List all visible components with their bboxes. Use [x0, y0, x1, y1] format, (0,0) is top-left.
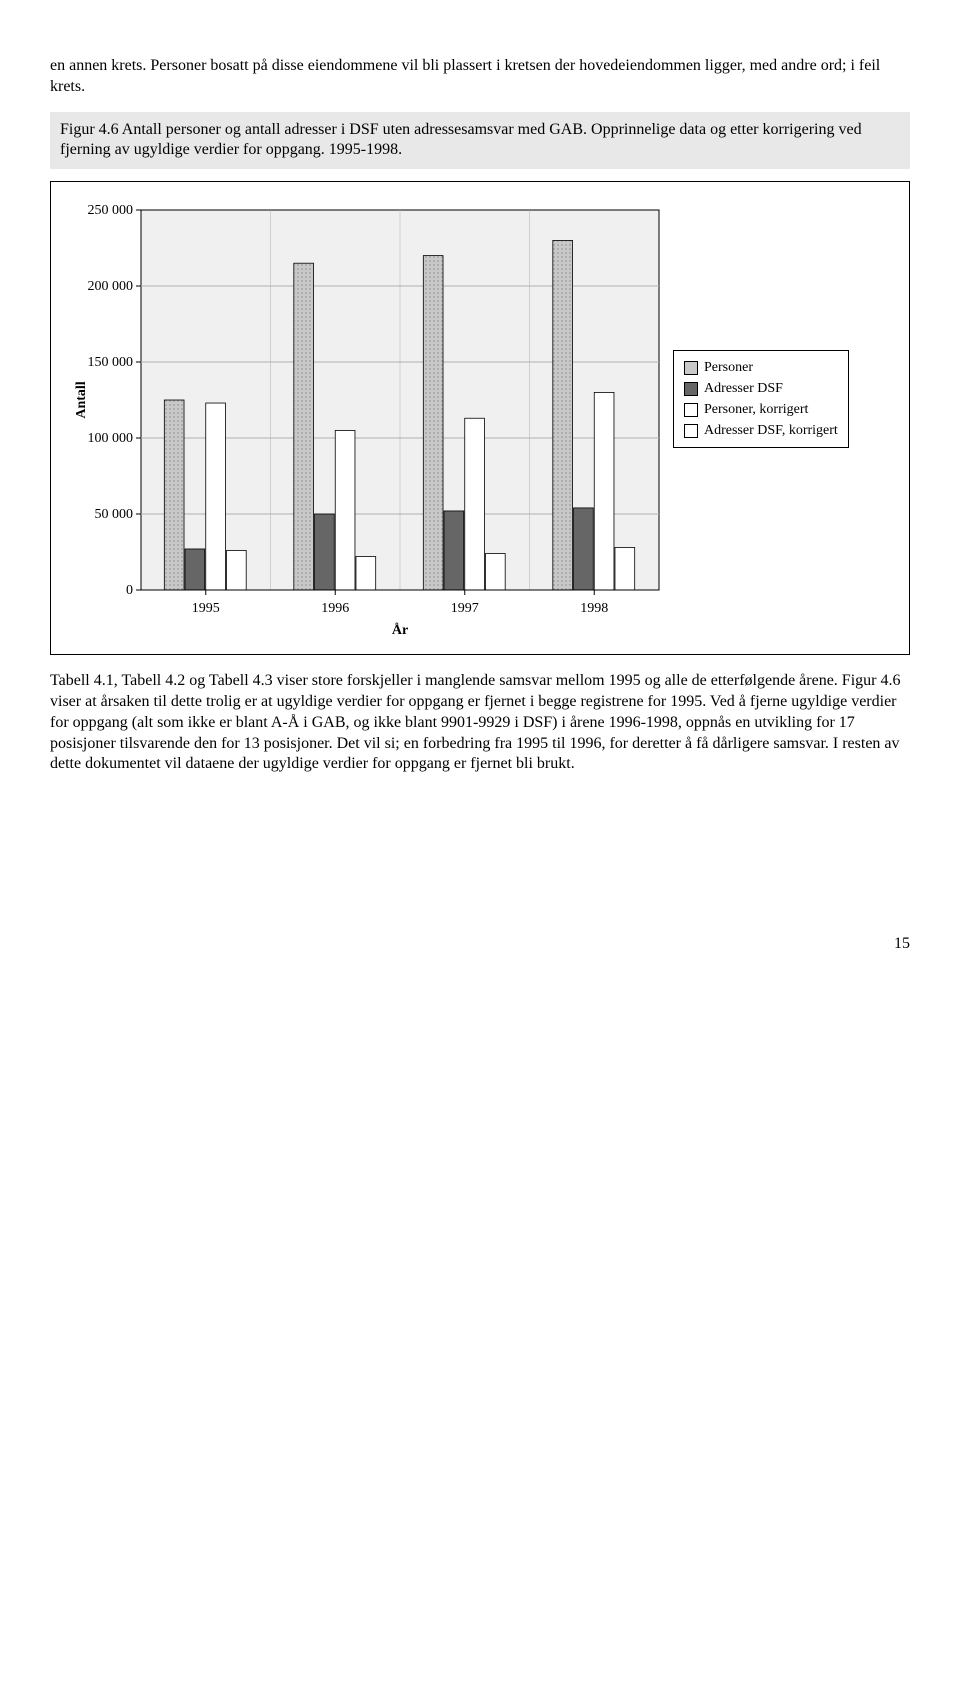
legend-swatch — [684, 361, 698, 375]
legend-label: Adresser DSF, korrigert — [704, 420, 838, 441]
svg-text:1997: 1997 — [451, 601, 479, 616]
intro-paragraph: en annen krets. Personer bosatt på disse… — [50, 56, 910, 98]
legend-item: Adresser DSF — [684, 378, 838, 399]
svg-text:50 000: 50 000 — [95, 507, 134, 522]
svg-text:0: 0 — [126, 583, 133, 598]
svg-text:Antall: Antall — [74, 381, 89, 418]
figure-caption: Figur 4.6 Antall personer og antall adre… — [50, 112, 910, 170]
svg-text:1995: 1995 — [192, 601, 220, 616]
chart-container: 0 50 000 100 000 150 000 200 000 250 000 Antal… — [50, 181, 910, 655]
legend-swatch — [684, 382, 698, 396]
legend-item: Personer, korrigert — [684, 399, 838, 420]
body-paragraph: Tabell 4.1, Tabell 4.2 og Tabell 4.3 vis… — [50, 671, 910, 775]
svg-text:100 000: 100 000 — [88, 431, 134, 446]
page-number: 15 — [50, 935, 910, 953]
legend-swatch — [684, 403, 698, 417]
legend-label: Adresser DSF — [704, 378, 783, 399]
bar-chart: 0 50 000 100 000 150 000 200 000 250 000 Antal… — [69, 200, 669, 640]
svg-text:1998: 1998 — [580, 601, 608, 616]
svg-text:150 000: 150 000 — [88, 355, 134, 370]
svg-text:År: År — [392, 622, 408, 638]
svg-text:200 000: 200 000 — [88, 279, 134, 294]
legend-label: Personer, korrigert — [704, 399, 808, 420]
legend-item: Adresser DSF, korrigert — [684, 420, 838, 441]
legend-item: Personer — [684, 357, 838, 378]
legend: Personer Adresser DSF Personer, korriger… — [673, 350, 849, 448]
legend-label: Personer — [704, 357, 753, 378]
legend-swatch — [684, 424, 698, 438]
svg-text:250 000: 250 000 — [88, 203, 134, 218]
svg-text:1996: 1996 — [321, 601, 349, 616]
